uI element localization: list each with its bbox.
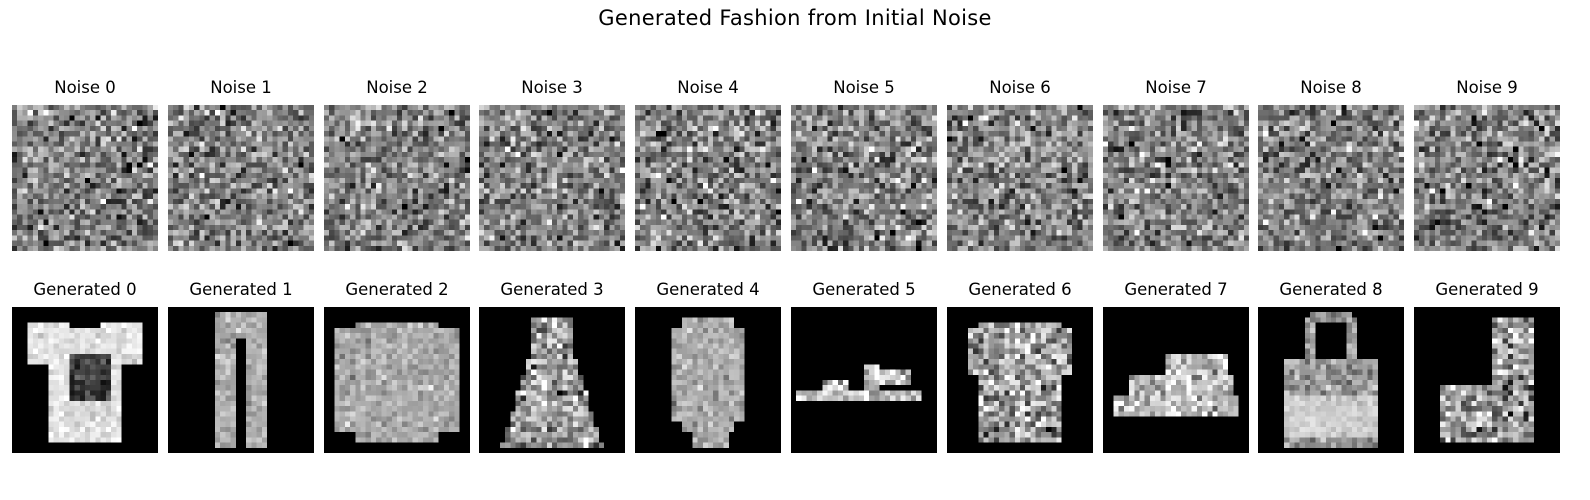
generated-tshirt-image bbox=[12, 307, 158, 453]
generated-sneaker-image bbox=[1103, 307, 1249, 453]
noise-label: Noise 7 bbox=[1145, 78, 1207, 97]
generated-label: Generated 4 bbox=[656, 280, 760, 299]
noise-image bbox=[324, 105, 470, 251]
generated-label: Generated 6 bbox=[968, 280, 1072, 299]
figure-title: Generated Fashion from Initial Noise bbox=[598, 6, 992, 30]
noise-image bbox=[1258, 105, 1404, 251]
noise-image bbox=[947, 105, 1093, 251]
noise-label: Noise 2 bbox=[366, 78, 428, 97]
generated-label: Generated 7 bbox=[1124, 280, 1228, 299]
noise-label: Noise 9 bbox=[1456, 78, 1518, 97]
noise-label: Noise 3 bbox=[521, 78, 583, 97]
generated-label: Generated 2 bbox=[345, 280, 449, 299]
generated-label: Generated 5 bbox=[812, 280, 916, 299]
noise-label: Noise 5 bbox=[833, 78, 895, 97]
noise-image bbox=[168, 105, 314, 251]
noise-image bbox=[479, 105, 625, 251]
noise-image bbox=[12, 105, 158, 251]
generated-shirt-image bbox=[947, 307, 1093, 453]
generated-label: Generated 0 bbox=[33, 280, 137, 299]
noise-image bbox=[791, 105, 937, 251]
noise-label: Noise 6 bbox=[989, 78, 1051, 97]
generated-trousers-image bbox=[168, 307, 314, 453]
generated-label: Generated 8 bbox=[1279, 280, 1383, 299]
noise-label: Noise 0 bbox=[54, 78, 116, 97]
generated-label: Generated 3 bbox=[500, 280, 604, 299]
noise-image bbox=[1414, 105, 1560, 251]
noise-image bbox=[635, 105, 781, 251]
generated-label: Generated 9 bbox=[1435, 280, 1539, 299]
generated-sandal-image bbox=[791, 307, 937, 453]
generated-label: Generated 1 bbox=[189, 280, 293, 299]
generated-coat-image bbox=[635, 307, 781, 453]
noise-label: Noise 1 bbox=[210, 78, 272, 97]
generated-bag-image bbox=[1258, 307, 1404, 453]
noise-label: Noise 4 bbox=[677, 78, 739, 97]
generated-dress-image bbox=[479, 307, 625, 453]
generated-ankle-boot-image bbox=[1414, 307, 1560, 453]
generated-pullover-image bbox=[324, 307, 470, 453]
noise-image bbox=[1103, 105, 1249, 251]
noise-label: Noise 8 bbox=[1300, 78, 1362, 97]
